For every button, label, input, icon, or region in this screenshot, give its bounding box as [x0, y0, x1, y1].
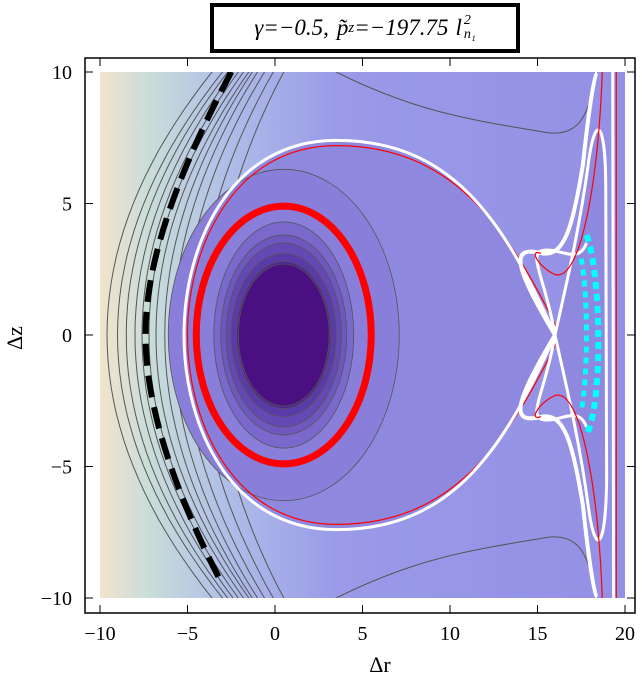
contour-line-upper-right [336, 72, 596, 134]
core-contour-7 [237, 263, 330, 407]
title-p-value: =−197.75 [354, 15, 449, 40]
x-tick-label-3: 5 [358, 623, 368, 645]
separatrix-lobe [182, 138, 557, 532]
separatrix-outer-upper [518, 72, 599, 337]
x-axis-label: Δr [369, 652, 391, 677]
y-tick-label-2: 0 [62, 325, 72, 347]
thin-red-upper-right [534, 72, 603, 276]
title-p-symbol: p̃ [336, 15, 349, 40]
y-tick-label-0: −10 [41, 588, 72, 610]
title-l-symbol: l [455, 15, 462, 40]
x-tick-label-2: 0 [270, 623, 280, 645]
x-tick-label-5: 15 [528, 623, 548, 645]
title-l-superscript: 2 [463, 13, 471, 28]
contour-line-2 [116, 72, 224, 598]
separatrix-lower-arm [535, 334, 588, 428]
y-axis-label: Δz [2, 326, 27, 350]
title-l-subscript: n₁ [463, 27, 476, 42]
x-tick-label-4: 10 [440, 623, 460, 645]
contour-line-1 [106, 72, 213, 598]
separatrix-right-edge [611, 72, 616, 598]
x-tick-label-1: −5 [177, 623, 198, 645]
contour-line-4 [134, 72, 234, 598]
cyan-orbit-outer [583, 233, 602, 437]
chart-title: γ=−0.5, p̃ z =−197.75 l 2 n₁ [210, 3, 520, 53]
thin-red-orbit [186, 145, 561, 525]
title-p-subscript: z [348, 19, 355, 36]
contour-line-3 [125, 72, 229, 598]
cyan-orbit-inner [578, 258, 589, 412]
y-tick-label-4: 10 [52, 62, 72, 84]
x-tick-label-0: −10 [84, 623, 115, 645]
title-gamma: γ=−0.5, [254, 15, 329, 40]
plot-area [100, 72, 625, 598]
contour-line-6 [148, 72, 245, 598]
separatrix-right-lobe [553, 128, 609, 542]
axis-ticks: −10 −5 0 5 10 15 20 −10 −5 0 5 10 [41, 58, 635, 645]
separatrix-outer-lower [518, 333, 599, 598]
thin-red-lower-right [534, 394, 603, 598]
x-tick-label-6: 20 [615, 623, 635, 645]
red-orbit [192, 202, 375, 468]
contour-line-lower-right [336, 536, 596, 598]
contour-line-8 [164, 72, 253, 598]
separatrix-upper-arm [535, 242, 588, 336]
y-tick-label-1: −5 [51, 457, 72, 479]
black-dashed-orbit [142, 72, 234, 587]
y-tick-label-3: 5 [62, 194, 72, 216]
contour-line-7 [155, 72, 250, 598]
